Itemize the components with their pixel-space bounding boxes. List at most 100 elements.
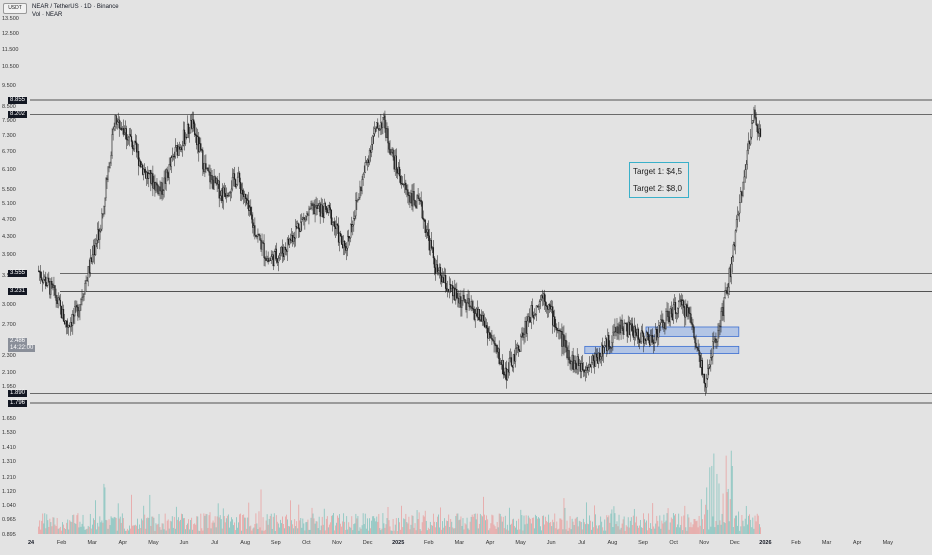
candle-body	[39, 270, 41, 273]
price-badge-level-low: 1.796	[8, 399, 28, 407]
candle-body	[263, 243, 265, 258]
volume-bar	[332, 515, 333, 534]
volume-bar	[163, 529, 165, 534]
price-badge-level-high: 8.202	[8, 111, 28, 119]
candle-body	[468, 298, 470, 307]
volume-bar	[541, 530, 542, 534]
volume-bar	[496, 521, 498, 534]
candles	[38, 105, 762, 396]
volume-bar	[237, 527, 238, 534]
time-tick-label: May	[882, 540, 893, 546]
candle-body	[667, 310, 669, 318]
volume-bar	[353, 524, 355, 534]
volume-bar	[133, 525, 134, 534]
candle-body	[221, 190, 223, 201]
volume-bar	[319, 530, 321, 534]
volume-bar	[244, 517, 246, 534]
candle-body	[574, 360, 576, 365]
volume-bar	[153, 517, 155, 534]
candle-body	[151, 173, 153, 184]
volume-bar	[655, 523, 657, 534]
candle-body	[389, 149, 391, 155]
price-tick-label: 1.410	[2, 445, 16, 452]
volume-bar	[323, 508, 325, 534]
candle-body	[396, 168, 398, 174]
candle-body	[383, 115, 385, 118]
volume-bar	[294, 519, 296, 534]
candle-body	[361, 179, 363, 192]
candle-body	[194, 123, 196, 135]
volume-bar	[580, 522, 582, 534]
candle-body	[538, 301, 541, 307]
candle-body	[323, 203, 325, 218]
candle-body	[387, 128, 389, 144]
volume-bar	[723, 522, 725, 534]
volume-bar	[631, 525, 633, 534]
candle-body	[219, 195, 221, 199]
chart-title[interactable]: NEAR / TetherUS · 1D · Binance	[32, 4, 119, 10]
candle-body	[97, 229, 99, 241]
volume-bar	[166, 520, 168, 534]
candle-body	[347, 236, 349, 249]
volume-bar	[213, 522, 215, 534]
volume-bar	[516, 520, 517, 534]
volume-bar	[644, 519, 645, 534]
candle-body	[618, 324, 620, 334]
volume-bar	[466, 517, 468, 534]
candle-body	[576, 356, 578, 370]
volume-bar	[201, 528, 203, 534]
candle-body	[104, 197, 106, 207]
candle-body	[92, 245, 95, 256]
volume-indicator-label[interactable]: Vol · NEAR	[32, 12, 63, 18]
candle-body	[423, 219, 425, 221]
volume-bar	[648, 513, 650, 534]
volume-bar	[327, 527, 329, 534]
volume-bar	[326, 516, 328, 534]
volume-bar	[727, 488, 729, 534]
volume-bar	[51, 526, 53, 534]
volume-bar	[398, 517, 399, 534]
candle-body	[558, 330, 560, 332]
candle-body	[583, 369, 585, 373]
candle-body	[98, 229, 100, 240]
volume-bar	[530, 523, 532, 534]
candle-body	[315, 205, 317, 208]
volume-bar	[415, 530, 417, 534]
candle-body	[415, 205, 417, 209]
volume-bar	[92, 524, 93, 534]
candle-body	[710, 357, 712, 365]
volume-bar	[490, 523, 492, 534]
volume-bar	[176, 519, 178, 534]
candle-body	[294, 237, 296, 239]
volume-bar	[452, 527, 454, 534]
volume-bar	[293, 528, 295, 534]
candle-body	[497, 348, 499, 353]
candle-body	[276, 258, 278, 263]
price-tick-label: 0.965	[2, 517, 16, 524]
volume-bar	[732, 527, 734, 534]
volume-bar	[465, 524, 467, 534]
volume-bar	[324, 530, 326, 534]
volume-bar	[246, 528, 248, 534]
candle-body	[573, 360, 575, 370]
volume-bar	[299, 520, 301, 534]
volume-bar	[641, 527, 642, 534]
volume-bar	[549, 522, 551, 534]
candle-body	[288, 238, 291, 245]
candle-body	[157, 184, 159, 194]
target-annotation[interactable]: Target 1: $4,5 Target 2: $8,0	[629, 162, 689, 198]
volume-bar	[267, 524, 269, 534]
volume-bar	[255, 513, 257, 534]
symbol-badge[interactable]: USDT	[3, 3, 27, 14]
candle-body	[428, 235, 430, 251]
candle-body	[340, 235, 343, 245]
candle-body	[336, 223, 339, 226]
volume-bar	[585, 502, 587, 534]
volume-bar	[497, 527, 499, 534]
candle-body	[678, 301, 680, 309]
volume-bar	[370, 528, 371, 534]
volume-bar	[214, 516, 216, 534]
volume-bar	[351, 516, 353, 534]
